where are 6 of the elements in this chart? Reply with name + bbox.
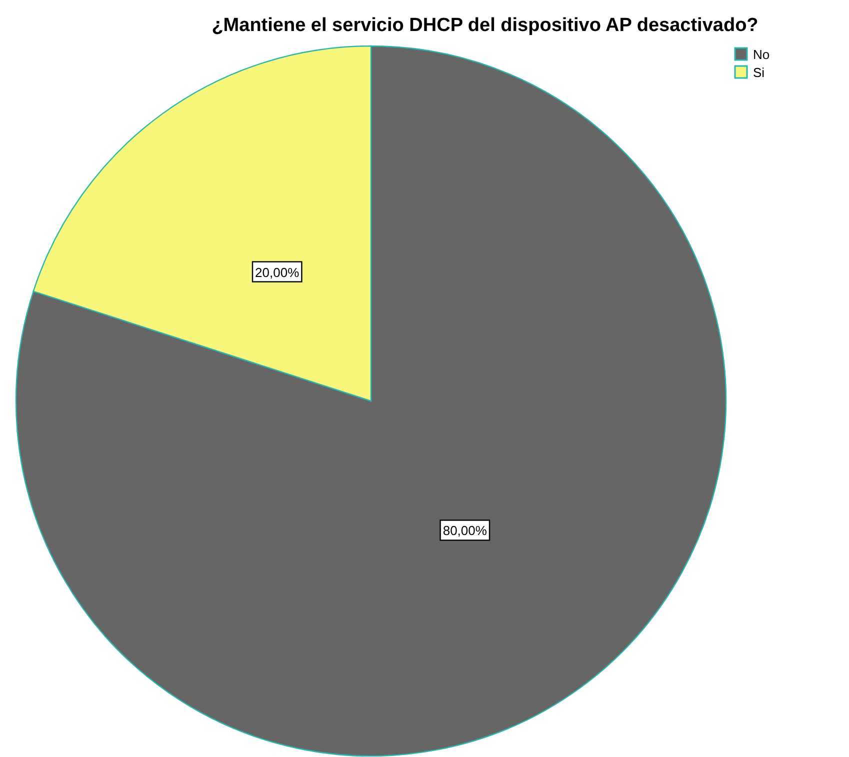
pie-slice: [16, 45, 726, 756]
legend-label: Si: [753, 65, 765, 80]
data-label: 20,00%: [255, 264, 300, 280]
data-label: 80,00%: [442, 523, 488, 538]
legend-label: No: [753, 47, 770, 62]
chart-title: ¿Mantiene el servicio DHCP del dispositivo AP desactivado?: [212, 15, 758, 36]
